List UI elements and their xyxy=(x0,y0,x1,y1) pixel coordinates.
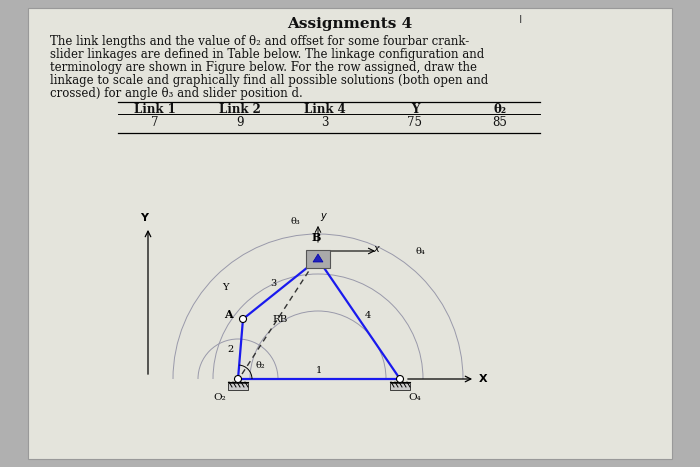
Text: θ₂: θ₂ xyxy=(494,103,507,116)
Text: Y: Y xyxy=(222,283,228,291)
Text: I: I xyxy=(519,15,522,25)
Text: x: x xyxy=(373,244,379,254)
Text: Assignments 4: Assignments 4 xyxy=(288,17,412,31)
Circle shape xyxy=(239,316,246,323)
Text: The link lengths and the value of θ₂ and offset for some fourbar crank-: The link lengths and the value of θ₂ and… xyxy=(50,35,469,48)
Text: 85: 85 xyxy=(493,116,507,129)
Text: 3: 3 xyxy=(270,278,276,288)
Text: θ₃: θ₃ xyxy=(290,218,300,226)
Text: slider linkages are defined in Table below. The linkage configuration and: slider linkages are defined in Table bel… xyxy=(50,48,484,61)
Text: crossed) for angle θ₃ and slider position d.: crossed) for angle θ₃ and slider positio… xyxy=(50,87,302,100)
FancyBboxPatch shape xyxy=(390,383,410,390)
Text: 2: 2 xyxy=(228,345,234,354)
Text: Link 2: Link 2 xyxy=(219,103,261,116)
Text: linkage to scale and graphically find all possible solutions (both open and: linkage to scale and graphically find al… xyxy=(50,74,489,87)
Text: O₂: O₂ xyxy=(214,393,226,402)
Circle shape xyxy=(234,375,241,382)
Circle shape xyxy=(396,375,403,382)
Text: 9: 9 xyxy=(237,116,244,129)
Text: 75: 75 xyxy=(407,116,423,129)
Text: X: X xyxy=(479,374,488,384)
Text: RB: RB xyxy=(272,314,288,324)
Text: 3: 3 xyxy=(321,116,329,129)
Text: 4: 4 xyxy=(365,311,371,319)
Text: y: y xyxy=(320,211,326,221)
Text: B: B xyxy=(312,232,321,243)
Text: O₄: O₄ xyxy=(408,393,421,402)
Text: θ₂: θ₂ xyxy=(256,361,265,369)
Text: terminology are shown in Figure below. For the row assigned, draw the: terminology are shown in Figure below. F… xyxy=(50,61,477,74)
Polygon shape xyxy=(313,254,323,262)
Text: 7: 7 xyxy=(151,116,159,129)
Text: 1: 1 xyxy=(316,366,322,375)
Text: Link 1: Link 1 xyxy=(134,103,176,116)
Text: Y: Y xyxy=(140,213,148,223)
Text: θ₄: θ₄ xyxy=(415,248,425,256)
FancyBboxPatch shape xyxy=(228,383,248,390)
FancyBboxPatch shape xyxy=(306,250,330,268)
Text: Y: Y xyxy=(411,103,419,116)
Text: A: A xyxy=(225,310,233,320)
FancyBboxPatch shape xyxy=(28,8,672,459)
Text: Link 4: Link 4 xyxy=(304,103,346,116)
